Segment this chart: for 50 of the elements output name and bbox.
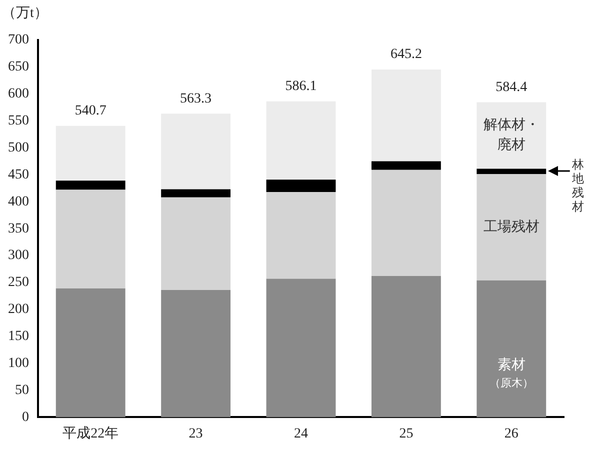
bar [56,190,126,288]
series-label: 素材（原木） [489,356,534,390]
bar [161,114,231,190]
y-tick-label: 50 [15,382,29,398]
y-tick-label: 600 [8,86,29,102]
bar [476,102,546,169]
bar [56,126,126,181]
y-tick-label: 150 [8,329,29,344]
y-tick-label: 500 [8,140,29,156]
y-tick-label: 350 [8,221,29,236]
y-tick-label: 450 [8,167,29,182]
total-label: 584.4 [496,80,528,95]
y-tick-label: 300 [8,248,29,264]
legend-label: 林地残材 [571,158,584,214]
bar [266,192,336,279]
bar [266,180,336,192]
bar [56,288,126,418]
y-tick-label: 400 [8,194,29,210]
y-tick-label: 250 [8,275,29,290]
x-tick-label: 26 [504,426,518,442]
bar [476,168,546,174]
bar [371,161,441,170]
y-tick-label: 700 [8,32,29,48]
series-label: 工場残材 [483,218,540,235]
bar [161,189,231,198]
y-tick-label: 200 [8,302,29,318]
y-tick-label: 100 [8,356,29,371]
bar [266,278,336,418]
y-tick-label: 650 [8,60,29,75]
bar [371,170,441,276]
bar [56,180,126,190]
total-label: 563.3 [180,91,212,106]
bar [371,276,441,418]
bar [476,174,546,280]
y-tick-label: 0 [22,410,29,425]
total-label: 586.1 [285,79,317,94]
x-tick-label: 平成22年 [62,425,119,442]
y-tick-label: 550 [8,114,29,128]
bar [266,101,336,180]
bar [476,280,546,418]
x-tick-label: 24 [294,426,308,442]
bar [161,290,231,418]
x-tick-label: 23 [188,426,203,442]
total-label: 540.7 [74,104,106,119]
bar [161,197,231,290]
y-axis-title: （万t） [2,5,48,22]
total-label: 645.2 [390,47,422,62]
bar [371,70,441,162]
x-tick-label: 25 [399,426,414,442]
series-label: 解体材・廃材 [483,117,540,154]
